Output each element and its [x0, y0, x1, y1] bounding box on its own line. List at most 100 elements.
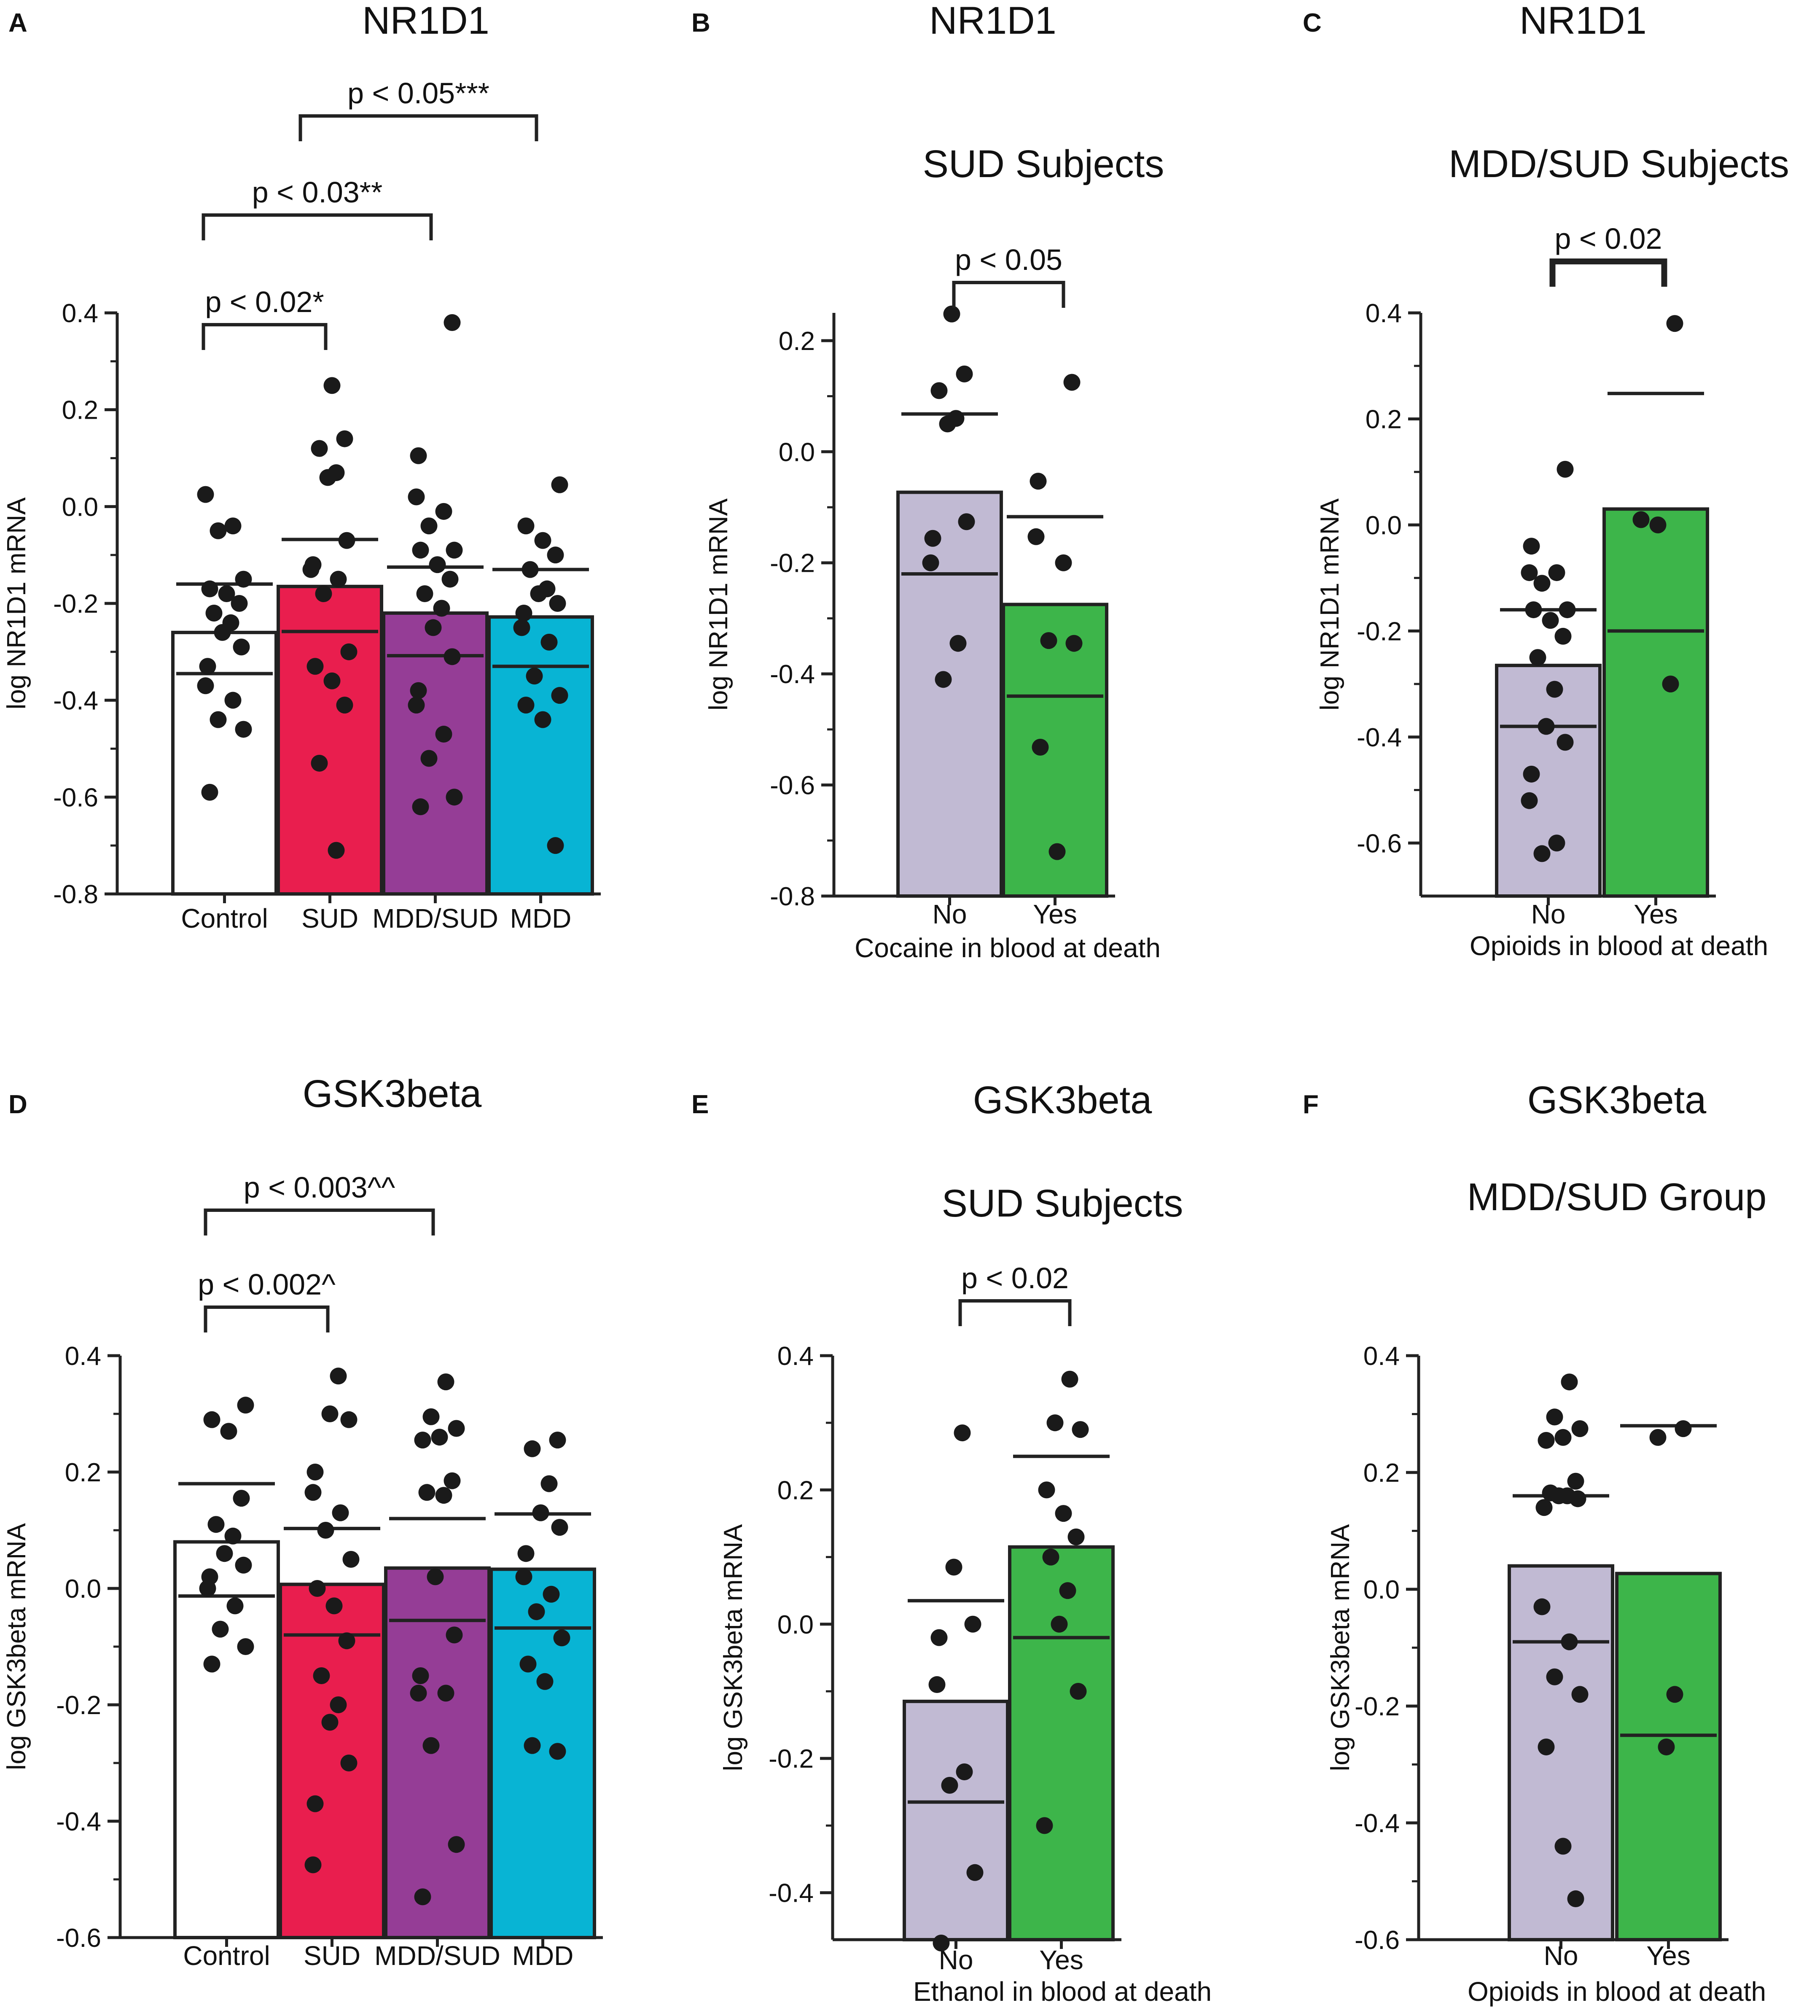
data-point-D-1 [304, 1484, 322, 1501]
data-point-F-0 [1561, 1373, 1578, 1391]
data-point-D-3 [515, 1568, 532, 1585]
y-tick-label-A: -0.6 [53, 783, 98, 812]
data-point-F-1 [1649, 1429, 1667, 1446]
data-point-A-3 [530, 585, 547, 603]
bar-C-0 [1495, 664, 1602, 898]
data-point-B-0 [935, 671, 952, 688]
category-label-F: Yes [1646, 1941, 1690, 1971]
data-point-D-2 [412, 1667, 429, 1684]
data-point-A-1 [336, 430, 353, 447]
category-label-A: SUD [301, 903, 358, 934]
data-point-F-0 [1538, 1432, 1555, 1449]
data-point-D-0 [220, 1423, 237, 1440]
data-point-C-0 [1542, 612, 1559, 629]
data-point-E-0 [945, 1558, 962, 1576]
data-point-C-0 [1533, 575, 1551, 592]
data-point-C-0 [1557, 460, 1574, 478]
data-point-D-0 [212, 1620, 229, 1638]
y-tick-label-F: 0.4 [1363, 1342, 1400, 1371]
data-point-D-3 [551, 1519, 568, 1536]
data-point-D-0 [199, 1580, 216, 1597]
data-point-F-1 [1658, 1738, 1675, 1755]
data-point-A-1 [330, 571, 347, 588]
y-tick-label-F: 0.0 [1363, 1575, 1400, 1604]
category-label-E: Yes [1039, 1945, 1083, 1975]
data-point-D-1 [317, 1522, 334, 1539]
data-point-F-0 [1561, 1633, 1578, 1650]
bar-D-0 [173, 1540, 280, 1940]
data-point-B-0 [943, 305, 960, 323]
data-point-D-0 [233, 1490, 250, 1507]
significance-label-A: p < 0.05*** [347, 77, 489, 110]
data-point-D-0 [207, 1516, 225, 1533]
panel-letter-F: F [1303, 1090, 1319, 1119]
data-point-D-1 [306, 1795, 324, 1812]
y-tick-label-D: -0.6 [56, 1924, 101, 1953]
significance-bracket-A [202, 323, 328, 350]
category-label-B: Yes [1033, 899, 1077, 929]
data-point-B-0 [949, 635, 967, 652]
data-point-B-1 [1048, 843, 1066, 860]
data-point-D-2 [446, 1626, 463, 1644]
data-point-D-2 [437, 1373, 454, 1391]
data-point-A-2 [446, 789, 463, 806]
data-point-A-0 [214, 624, 231, 641]
data-point-D-0 [203, 1655, 220, 1673]
y-tick-label-C: -0.6 [1357, 829, 1402, 858]
y-tick-label-C: 0.4 [1366, 299, 1402, 328]
data-point-A-0 [205, 604, 223, 622]
data-point-C-1 [1662, 676, 1679, 693]
significance-label-D: p < 0.002^ [198, 1268, 336, 1301]
data-point-E-1 [1067, 1528, 1085, 1545]
category-label-B: No [933, 899, 967, 929]
data-point-D-0 [235, 1556, 252, 1574]
category-label-C: No [1531, 899, 1566, 929]
data-point-E-1 [1055, 1505, 1072, 1522]
data-point-A-3 [534, 532, 551, 549]
category-label-D: SUD [304, 1941, 360, 1971]
data-point-D-0 [237, 1397, 254, 1414]
y-tick-label-B: -0.4 [770, 660, 815, 689]
bar-F-0 [1508, 1564, 1614, 1942]
data-point-A-0 [210, 522, 227, 539]
data-point-D-2 [437, 1685, 454, 1702]
x-axis-label-F: Opioids in blood at death [1468, 1976, 1766, 2007]
data-point-D-2 [418, 1484, 436, 1501]
data-point-E-1 [1059, 1582, 1076, 1599]
y-tick-label-B: -0.6 [770, 771, 815, 800]
data-point-F-0 [1538, 1738, 1555, 1755]
data-point-D-2 [431, 1429, 448, 1446]
data-point-A-2 [420, 517, 438, 535]
data-point-C-0 [1521, 792, 1538, 809]
data-point-D-3 [543, 1585, 560, 1603]
bar-A-1 [277, 584, 383, 896]
y-tick-label-E: 0.2 [777, 1476, 814, 1505]
data-point-D-3 [524, 1737, 541, 1754]
category-label-A: MDD/SUD [372, 903, 498, 934]
data-point-E-0 [954, 1424, 971, 1442]
data-point-C-0 [1546, 681, 1563, 698]
y-axis-label-E: log GSK3beta mRNA [719, 1524, 748, 1771]
data-point-B-0 [956, 365, 973, 382]
data-point-C-0 [1557, 734, 1574, 751]
data-point-A-0 [218, 585, 235, 603]
data-point-D-3 [540, 1475, 558, 1492]
y-tick-label-A: -0.4 [53, 686, 98, 716]
data-point-E-1 [1051, 1615, 1068, 1633]
data-point-A-1 [323, 672, 341, 689]
chart-title-A: NR1D1 [362, 0, 489, 42]
data-point-D-2 [422, 1408, 440, 1425]
y-axis-label-C: log NR1D1 mRNA [1315, 498, 1344, 711]
data-point-C-0 [1559, 601, 1576, 619]
data-point-F-0 [1533, 1598, 1551, 1615]
data-point-B-1 [1055, 554, 1072, 571]
data-point-A-0 [201, 783, 218, 801]
data-point-E-1 [1042, 1548, 1059, 1566]
bar-C-1 [1602, 507, 1709, 898]
data-point-B-0 [939, 415, 956, 433]
data-point-A-3 [526, 668, 543, 685]
chart-subtitle-E: SUD Subjects [942, 1182, 1183, 1225]
data-point-D-3 [519, 1655, 537, 1673]
data-point-F-0 [1546, 1408, 1563, 1426]
